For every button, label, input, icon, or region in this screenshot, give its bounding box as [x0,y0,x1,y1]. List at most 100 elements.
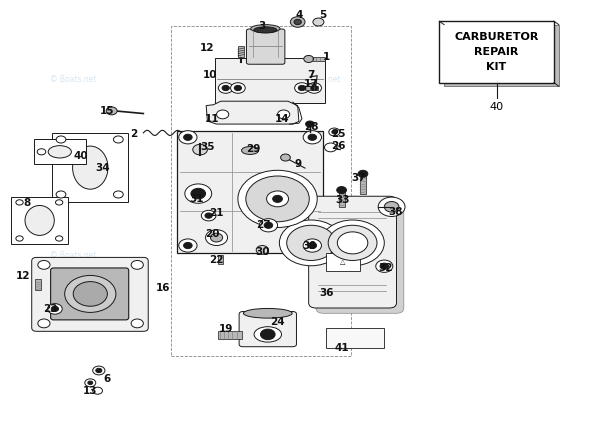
Bar [326,328,384,348]
Ellipse shape [25,205,54,235]
Ellipse shape [48,146,71,158]
Text: 24: 24 [270,317,285,327]
Text: 26: 26 [331,141,346,151]
Text: 13: 13 [83,386,98,396]
Circle shape [51,306,59,312]
Circle shape [96,368,102,373]
Circle shape [264,222,273,228]
Text: 12: 12 [200,43,215,52]
FancyBboxPatch shape [34,139,86,164]
Text: 1: 1 [323,52,330,62]
FancyBboxPatch shape [309,196,396,308]
Circle shape [113,191,123,198]
Bar [339,191,345,207]
Bar [326,253,360,271]
Circle shape [106,107,117,115]
Circle shape [304,55,314,62]
Circle shape [384,202,399,212]
Circle shape [303,131,321,144]
Circle shape [16,236,23,241]
Circle shape [113,136,123,143]
Ellipse shape [243,308,292,318]
Text: © Boats.net: © Boats.net [50,75,96,84]
Circle shape [56,200,63,205]
Text: 27: 27 [256,220,271,230]
Bar [444,25,559,86]
Text: 19: 19 [218,324,233,334]
Circle shape [298,85,306,91]
Circle shape [179,239,197,252]
Bar [305,86,318,90]
Circle shape [358,170,368,177]
Text: 16: 16 [156,283,171,293]
Text: 4: 4 [295,11,303,20]
Circle shape [193,144,207,155]
Text: 29: 29 [246,144,260,154]
Circle shape [273,195,282,202]
Circle shape [56,191,66,198]
FancyBboxPatch shape [52,133,128,202]
Ellipse shape [251,25,280,33]
Circle shape [37,149,46,155]
Ellipse shape [73,146,108,189]
Text: 5: 5 [320,11,327,20]
Text: 31: 31 [189,194,204,204]
Circle shape [281,154,290,161]
Circle shape [329,128,340,136]
Circle shape [185,184,212,203]
Bar [218,255,223,264]
Circle shape [378,197,405,216]
Circle shape [218,83,233,93]
Circle shape [231,83,245,93]
FancyBboxPatch shape [51,268,129,320]
Circle shape [380,263,389,269]
Circle shape [294,19,301,25]
Circle shape [328,225,377,260]
Text: 35: 35 [200,143,215,152]
Circle shape [290,17,305,27]
Circle shape [295,83,309,93]
Circle shape [259,219,278,232]
FancyBboxPatch shape [32,257,148,331]
Circle shape [206,230,228,246]
Circle shape [260,329,275,340]
Circle shape [278,110,290,119]
Circle shape [306,121,314,127]
Circle shape [48,304,62,314]
Circle shape [131,319,143,328]
Circle shape [313,18,324,26]
Circle shape [222,85,229,91]
Circle shape [85,379,96,387]
Text: CARBURETOR
REPAIR
KIT: CARBURETOR REPAIR KIT [454,32,539,72]
Text: 33: 33 [336,195,350,205]
Text: 6: 6 [103,374,110,384]
Text: 36: 36 [319,288,334,297]
Text: 40: 40 [489,102,504,112]
Circle shape [325,143,337,152]
Bar [35,279,41,290]
Text: 34: 34 [95,163,110,173]
Bar [171,26,351,356]
Polygon shape [206,101,299,124]
Circle shape [131,260,143,269]
FancyBboxPatch shape [215,58,325,103]
Circle shape [38,319,50,328]
Circle shape [234,85,242,91]
Circle shape [65,275,116,312]
Circle shape [93,387,102,394]
Text: 17: 17 [304,80,318,89]
Circle shape [303,239,321,252]
FancyBboxPatch shape [239,312,296,347]
Circle shape [210,233,223,242]
Text: 20: 20 [205,229,220,239]
Circle shape [337,187,346,194]
Text: 30: 30 [255,247,270,257]
Circle shape [88,381,93,385]
Circle shape [256,246,268,254]
Text: 28: 28 [304,122,318,132]
Circle shape [287,225,336,260]
Text: 32: 32 [378,263,393,272]
Circle shape [308,134,317,140]
Circle shape [184,134,192,140]
Text: © Boats.net: © Boats.net [50,251,96,260]
